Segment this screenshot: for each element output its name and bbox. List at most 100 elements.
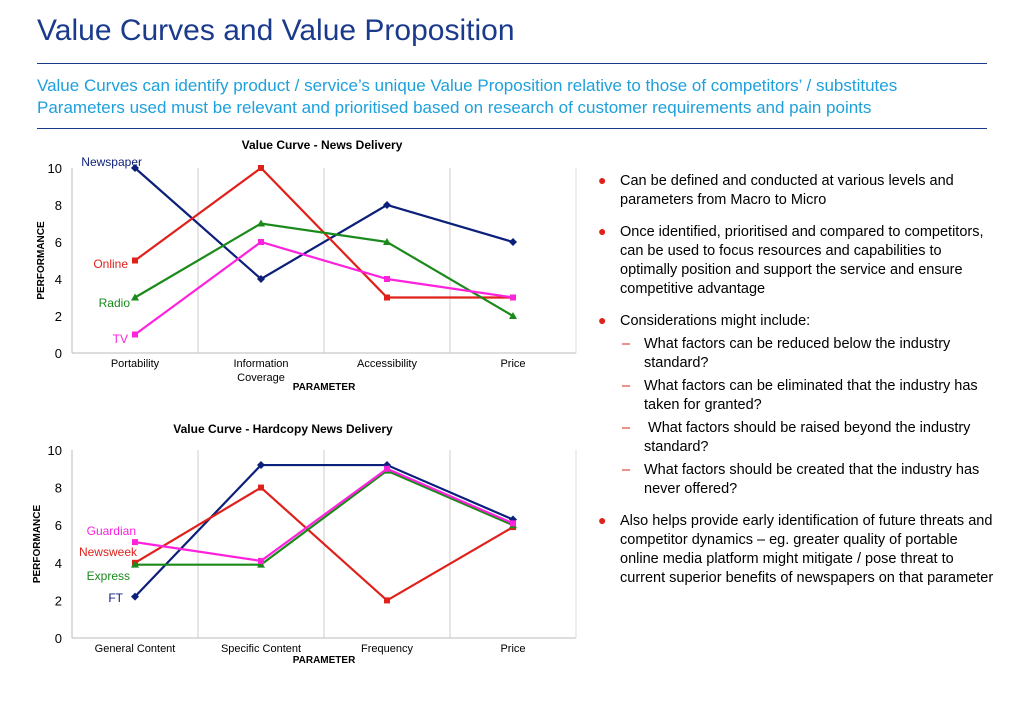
- y-tick-label: 4: [55, 272, 62, 287]
- bullet-dot-icon: ●: [598, 223, 607, 239]
- sub-bullet-item: – What factors should be created that the…: [596, 461, 996, 499]
- y-axis-label: PERFORMANCE: [36, 221, 47, 300]
- y-tick-label: 8: [55, 481, 62, 496]
- x-tick-label: Portability: [111, 358, 160, 370]
- x-tick-label: Price: [500, 643, 525, 655]
- x-tick-label: Coverage: [237, 372, 285, 384]
- data-point: [258, 557, 264, 564]
- series-label-newsweek: Newsweek: [79, 545, 138, 559]
- series-label-express: Express: [87, 569, 130, 583]
- chart-news-delivery: Value Curve - News Delivery 0 2 4 6 8 10 PERFOR…: [0, 130, 590, 403]
- data-point: [257, 275, 265, 283]
- series-line-tv: [134, 240, 514, 336]
- y-tick-label: 0: [55, 631, 62, 646]
- data-point: [258, 165, 264, 171]
- data-point: [383, 461, 391, 470]
- bullet-item: ● Considerations might include:: [596, 312, 996, 331]
- dash-icon: –: [622, 420, 631, 436]
- data-point: [131, 592, 139, 601]
- sub-bullet-text: What factors should be created that the …: [644, 462, 980, 497]
- bullet-item: ● Can be defined and conducted at various…: [596, 172, 996, 210]
- data-point: [510, 520, 516, 527]
- y-tick-label: 8: [55, 198, 62, 213]
- y-tick-label: 6: [55, 235, 62, 250]
- subtitle-line-2: Parameters used must be relevant and pri…: [37, 98, 872, 117]
- page-title: Value Curves and Value Proposition: [37, 14, 515, 47]
- data-point: [384, 465, 390, 472]
- y-tick-label: 2: [55, 593, 62, 608]
- series-line-ft: [134, 463, 514, 598]
- series-line-radio: [134, 222, 514, 317]
- series-line-newsweek: [134, 486, 514, 602]
- sub-bullet-item: – What factors should be raised beyond t…: [596, 419, 996, 457]
- data-point: [131, 560, 139, 568]
- x-tick-label: Frequency: [361, 643, 413, 655]
- y-axis-label: PERFORMANCE: [32, 505, 43, 584]
- series-line-express: [135, 469, 514, 566]
- series-line-newspaper: [134, 167, 514, 281]
- bullet-text: Once identified, prioritised and compare…: [620, 224, 984, 297]
- x-tick-label: Accessibility: [357, 358, 417, 370]
- bullet-item: ● Once identified, prioritised and compar…: [596, 223, 996, 299]
- dash-icon: –: [622, 378, 631, 394]
- chart-hardcopy-svg: Value Curve - Hardcopy News Delivery 0 2 4 6…: [32, 422, 577, 666]
- data-point: [510, 294, 516, 301]
- bullet-dot-icon: ●: [598, 172, 607, 188]
- series-label-ft: FT: [108, 591, 123, 605]
- data-point: [131, 293, 139, 301]
- y-tick-label: 4: [55, 556, 62, 571]
- bullet-text: Can be defined and conducted at various …: [620, 173, 954, 208]
- series-label-tv: TV: [113, 332, 128, 346]
- dash-icon: –: [622, 336, 631, 352]
- data-point: [384, 276, 390, 282]
- bullet-text: Also helps provide early identification …: [620, 513, 994, 586]
- data-point: [257, 461, 265, 470]
- data-point: [257, 219, 265, 227]
- data-point: [131, 164, 139, 172]
- dash-icon: –: [622, 462, 631, 478]
- sub-bullet-item: – What factors can be eliminated that the…: [596, 377, 996, 415]
- sub-bullet-text: What factors can be reduced below the in…: [644, 336, 951, 371]
- data-point: [132, 257, 138, 264]
- chart-title: Value Curve - News Delivery: [242, 138, 403, 152]
- bullet-text: Considerations might include:: [620, 313, 811, 329]
- top-divider: [37, 63, 987, 64]
- sub-bullet-text: What factors can be eliminated that the …: [644, 378, 978, 413]
- bullet-item: ● Also helps provide early identification…: [596, 512, 996, 588]
- x-tick-label: Information: [233, 358, 288, 370]
- bullet-dot-icon: ●: [598, 312, 607, 328]
- series-label-guardian: Guardian: [87, 524, 136, 538]
- data-point: [132, 331, 138, 338]
- data-point: [383, 238, 391, 245]
- sub-bullet-text: What factors should be raised beyond the…: [644, 420, 975, 455]
- x-axis-label: PARAMETER: [293, 382, 356, 393]
- bullet-list: ● Can be defined and conducted at various…: [596, 172, 996, 601]
- chart-hardcopy-news-delivery: Value Curve - Hardcopy News Delivery 0 2 4 6…: [0, 412, 590, 677]
- data-point: [509, 312, 517, 319]
- x-tick-label: Specific Content: [221, 643, 301, 655]
- bottom-divider: [37, 128, 987, 129]
- data-point: [384, 294, 390, 301]
- series-label-online: Online: [93, 257, 128, 271]
- chart-title: Value Curve - Hardcopy News Delivery: [173, 422, 393, 436]
- series-label-radio: Radio: [99, 296, 131, 310]
- y-tick-label: 0: [55, 346, 62, 361]
- data-point: [258, 484, 264, 491]
- y-tick-label: 10: [48, 161, 62, 176]
- data-point: [257, 560, 265, 568]
- data-point: [509, 238, 517, 246]
- data-point: [132, 539, 138, 546]
- x-tick-label: General Content: [95, 643, 176, 655]
- series-label-newspaper: Newspaper: [81, 155, 142, 169]
- sub-bullet-item: – What factors can be reduced below the i…: [596, 335, 996, 373]
- x-tick-label: Price: [500, 358, 525, 370]
- data-point: [258, 239, 264, 245]
- bullet-dot-icon: ●: [598, 512, 607, 528]
- chart-news-delivery-svg: Value Curve - News Delivery 0 2 4 6 8 10 PERFOR…: [36, 138, 577, 393]
- series-line-guardian: [134, 467, 514, 563]
- y-tick-label: 10: [48, 443, 62, 458]
- data-point: [383, 201, 391, 209]
- y-tick-label: 6: [55, 518, 62, 533]
- y-tick-label: 2: [55, 309, 62, 324]
- subtitle-line-1: Value Curves can identify product / serv…: [37, 76, 898, 95]
